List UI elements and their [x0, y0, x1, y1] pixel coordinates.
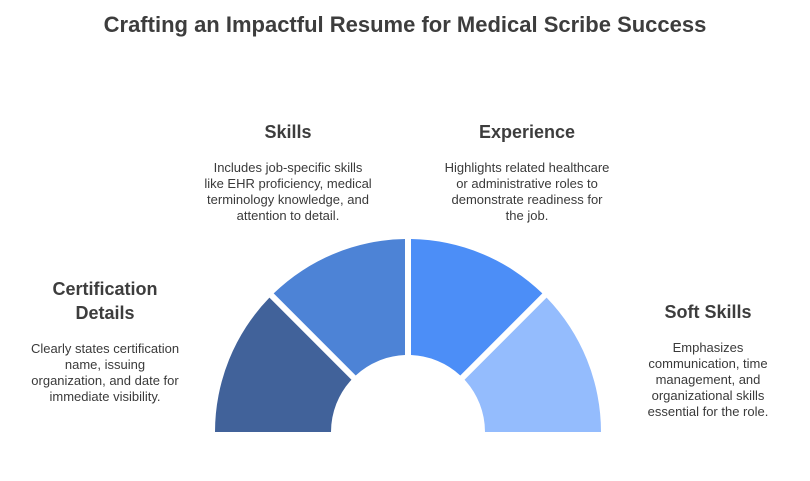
experience-description: Highlights related healthcare or adminis… — [444, 160, 610, 223]
soft-skills-description: Emphasizes communication, time managemen… — [647, 340, 769, 419]
diagram-title: Crafting an Impactful Resume for Medical… — [103, 12, 707, 37]
certification-segment — [215, 297, 352, 432]
certification-description: Clearly states certification name, issui… — [30, 341, 180, 404]
experience-heading: Experience — [478, 122, 576, 142]
skills-description: Includes job-specific skills like EHR pr… — [204, 160, 372, 223]
soft-skills-heading: Soft Skills — [664, 302, 752, 322]
certification-heading: Certification Details — [52, 279, 158, 323]
experience-segment — [411, 239, 543, 376]
skills-segment — [273, 239, 405, 376]
skills-heading: Skills — [264, 122, 312, 142]
soft-skills-segment — [464, 297, 601, 432]
